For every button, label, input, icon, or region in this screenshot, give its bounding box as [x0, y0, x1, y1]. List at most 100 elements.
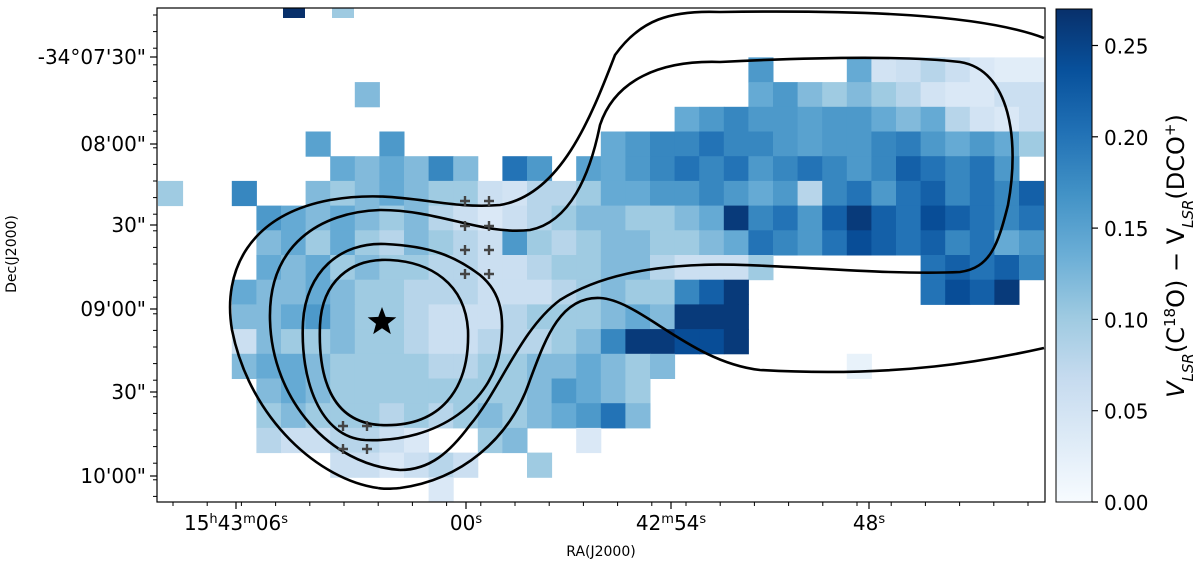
heatmap-cell	[527, 378, 553, 404]
heatmap-cell	[674, 156, 700, 182]
colorbar-tick-label: 0.15	[1104, 217, 1149, 241]
heatmap-cell	[920, 106, 946, 132]
heatmap-cell	[527, 452, 553, 478]
heatmap-cell	[723, 205, 749, 231]
heatmap-cell	[330, 156, 356, 182]
heatmap-cell	[723, 131, 749, 157]
heatmap-cell	[650, 131, 676, 157]
cross-marker	[484, 196, 494, 206]
cross-marker	[362, 421, 372, 431]
heatmap-cell	[896, 57, 922, 83]
heatmap-cell	[945, 279, 971, 305]
heatmap-cell	[699, 329, 725, 355]
heatmap-cell	[822, 156, 848, 182]
cross-marker	[460, 196, 470, 206]
heatmap-cell	[502, 279, 528, 305]
heatmap-cell	[822, 82, 848, 108]
heatmap-cell	[969, 131, 995, 157]
y-tick-label: 10'00"	[80, 464, 146, 488]
heatmap-cell	[502, 255, 528, 281]
heatmap-cell	[354, 279, 380, 305]
heatmap-cell	[920, 255, 946, 281]
heatmap-cell	[650, 156, 676, 182]
heatmap-cell	[625, 329, 651, 355]
heatmap-cell	[600, 353, 626, 379]
heatmap-cell	[330, 180, 356, 207]
heatmap-cell	[354, 156, 380, 182]
heatmap-cell	[773, 205, 799, 231]
heatmap-cell	[453, 329, 479, 355]
colorbar	[1055, 8, 1093, 503]
heatmap-cell	[994, 57, 1020, 83]
heatmap-cell	[600, 304, 626, 330]
heatmap-cell	[551, 304, 577, 330]
heatmap-cell	[945, 230, 971, 256]
heatmap-cell	[723, 279, 749, 305]
heatmap-cell	[699, 180, 725, 207]
cross-marker	[484, 269, 494, 279]
heatmap-cell	[453, 156, 479, 182]
heatmap-cell	[822, 230, 848, 256]
heatmap-cell	[625, 403, 651, 429]
y-tick-label: -34°07'30"	[38, 45, 146, 69]
heatmap-cell	[576, 205, 602, 231]
heatmap-cell	[723, 106, 749, 132]
heatmap-cell	[822, 205, 848, 231]
heatmap-cell	[256, 378, 282, 404]
heatmap-cell	[846, 82, 872, 108]
heatmap-cell	[404, 279, 430, 305]
heatmap-cell	[527, 230, 553, 256]
heatmap-cell	[1019, 57, 1045, 83]
heatmap-cell	[330, 304, 356, 330]
heatmap-cell	[379, 279, 405, 305]
heatmap-cell	[283, 8, 305, 18]
heatmap-cell	[625, 131, 651, 157]
heatmap-cell	[404, 304, 430, 330]
heatmap-cell	[797, 82, 823, 108]
colorbar-label: VLSR(C18O) − VLSR(DCO+)	[1161, 114, 1197, 398]
heatmap-cell	[600, 378, 626, 404]
y-axis-label: Dec(J2000)	[4, 215, 20, 293]
heatmap-cell	[625, 353, 651, 379]
heatmap-cell	[723, 304, 749, 330]
heatmap-cell	[600, 131, 626, 157]
heatmap-cell	[231, 353, 257, 379]
heatmap-cell	[625, 156, 651, 182]
heatmap-cell	[625, 255, 651, 281]
heatmap-cell	[330, 353, 356, 379]
heatmap-cell	[674, 106, 700, 132]
heatmap-cell	[1019, 180, 1045, 207]
heatmap-cell	[674, 205, 700, 231]
heatmap-cell	[404, 205, 430, 231]
heatmap-cell	[404, 230, 430, 256]
heatmap-cell	[994, 82, 1020, 108]
heatmap-cell	[773, 180, 799, 207]
heatmap-cell	[379, 452, 405, 478]
heatmap-cell	[674, 255, 700, 281]
heatmap-cell	[871, 230, 897, 256]
heatmap-cell	[330, 329, 356, 355]
heatmap-cell	[527, 255, 553, 281]
heatmap-cell	[281, 427, 307, 454]
heatmap-cell	[502, 353, 528, 379]
heatmap-cell	[846, 156, 872, 182]
heatmap-cell	[600, 180, 626, 207]
x-tick-label: 42m54s	[636, 511, 707, 535]
heatmap-cell	[748, 156, 774, 182]
x-axis-label: RA(J2000)	[566, 544, 635, 560]
cross-marker	[460, 269, 470, 279]
heatmap-cell	[699, 255, 725, 281]
heatmap-cell	[305, 353, 331, 379]
heatmap-cell	[969, 156, 995, 182]
heatmap-cell	[625, 230, 651, 256]
heatmap-cell	[699, 304, 725, 330]
heatmap-cell	[945, 156, 971, 182]
heatmap-cell	[650, 180, 676, 207]
heatmap-cell	[920, 180, 946, 207]
heatmap-cell	[773, 131, 799, 157]
heatmap-cell	[773, 230, 799, 256]
heatmap-cell	[650, 230, 676, 256]
heatmap-cell	[822, 131, 848, 157]
contour-line	[228, 10, 1045, 490]
heatmap-cell	[305, 230, 331, 256]
